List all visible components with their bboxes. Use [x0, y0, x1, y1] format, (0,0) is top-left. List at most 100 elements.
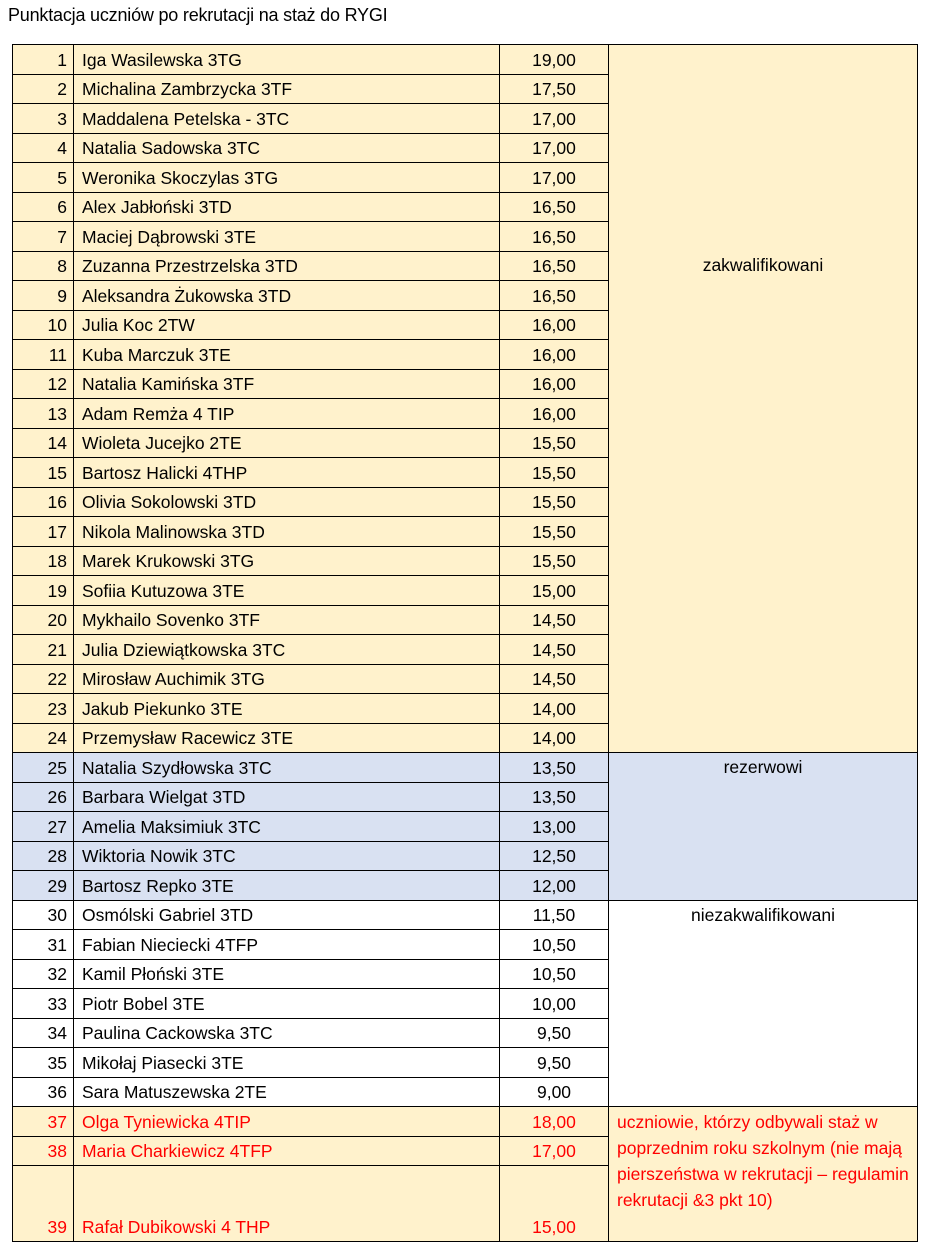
table-row: 13 Adam Remża 4 TIP 16,00 [12, 398, 918, 429]
row-number: 32 [12, 958, 74, 989]
student-name: Olga Tyniewicka 4TIP [73, 1106, 500, 1137]
student-name: Sofiia Kutuzowa 3TE [73, 575, 500, 606]
table-row: 10 Julia Koc 2TW 16,00 [12, 309, 918, 340]
student-score: 14,50 [499, 634, 609, 665]
student-score: 17,00 [499, 162, 609, 193]
table-row: 29 Bartosz Repko 3TE 12,00 [12, 870, 918, 901]
student-score: 12,00 [499, 870, 609, 901]
student-name: Wioleta Jucejko 2TE [73, 427, 500, 458]
student-score: 14,00 [499, 693, 609, 724]
student-name: Julia Dziewiątkowska 3TC [73, 634, 500, 665]
student-name: Weronika Skoczylas 3TG [73, 162, 500, 193]
student-name: Natalia Sadowska 3TC [73, 132, 500, 163]
group-status-label: uczniowie, którzy odbywali staż w poprze… [608, 1106, 918, 1242]
student-name: Olivia Sokolowski 3TD [73, 486, 500, 517]
table-row: 27 Amelia Maksimiuk 3TC 13,00 [12, 811, 918, 842]
student-name: Natalia Kamińska 3TF [73, 368, 500, 399]
row-number: 9 [12, 280, 74, 311]
table-row: 35 Mikołaj Piasecki 3TE 9,50 [12, 1047, 918, 1078]
ranking-table: 1 Iga Wasilewska 3TG 19,00 zakwalifikowani 2… [12, 44, 918, 1242]
table-row: 5 Weronika Skoczylas 3TG 17,00 [12, 162, 918, 193]
student-score: 16,50 [499, 280, 609, 311]
table-row: 19 Sofiia Kutuzowa 3TE 15,00 [12, 575, 918, 606]
student-name: Bartosz Repko 3TE [73, 870, 500, 901]
student-score: 17,00 [499, 132, 609, 163]
row-number: 36 [12, 1076, 74, 1107]
table-row: 17 Nikola Malinowska 3TD 15,50 [12, 516, 918, 547]
student-score: 16,50 [499, 250, 609, 281]
student-name: Marek Krukowski 3TG [73, 545, 500, 576]
student-score: 16,50 [499, 221, 609, 252]
table-row: 38 Maria Charkiewicz 4TFP 17,00 [12, 1135, 918, 1166]
row-number: 18 [12, 545, 74, 576]
table-row: 39 Rafał Dubikowski 4 THP 15,00 [12, 1165, 918, 1242]
student-name: Alex Jabłoński 3TD [73, 191, 500, 222]
student-score: 15,50 [499, 486, 609, 517]
row-number: 21 [12, 634, 74, 665]
group-status-label: zakwalifikowani [608, 44, 918, 753]
table-row: 25 Natalia Szydłowska 3TC 13,50 rezerwowi [12, 752, 918, 901]
row-number: 15 [12, 457, 74, 488]
table-row: 34 Paulina Cackowska 3TC 9,50 [12, 1017, 918, 1048]
student-score: 13,50 [499, 781, 609, 812]
row-number: 5 [12, 162, 74, 193]
student-score: 17,00 [499, 103, 609, 134]
table-row: 24 Przemysław Racewicz 3TE 14,00 [12, 722, 918, 753]
student-name: Paulina Cackowska 3TC [73, 1017, 500, 1048]
student-score: 12,50 [499, 840, 609, 871]
student-name: Natalia Szydłowska 3TC [73, 752, 500, 783]
student-score: 13,00 [499, 811, 609, 842]
table-row: 20 Mykhailo Sovenko 3TF 14,50 [12, 604, 918, 635]
row-number: 37 [12, 1106, 74, 1137]
student-name: Maria Charkiewicz 4TFP [73, 1135, 500, 1166]
student-name: Nikola Malinowska 3TD [73, 516, 500, 547]
student-name: Piotr Bobel 3TE [73, 988, 500, 1019]
row-number: 2 [12, 73, 74, 104]
student-name: Wiktoria Nowik 3TC [73, 840, 500, 871]
row-number: 16 [12, 486, 74, 517]
student-name: Iga Wasilewska 3TG [73, 44, 500, 75]
row-number: 6 [12, 191, 74, 222]
row-number: 31 [12, 929, 74, 960]
row-number: 19 [12, 575, 74, 606]
student-name: Zuzanna Przestrzelska 3TD [73, 250, 500, 281]
student-score: 15,00 [499, 575, 609, 606]
row-number: 1 [12, 44, 74, 75]
student-name: Jakub Piekunko 3TE [73, 693, 500, 724]
student-name: Kamil Płoński 3TE [73, 958, 500, 989]
student-name: Amelia Maksimiuk 3TC [73, 811, 500, 842]
row-number: 34 [12, 1017, 74, 1048]
student-score: 10,00 [499, 988, 609, 1019]
student-score: 9,00 [499, 1076, 609, 1107]
table-row: 28 Wiktoria Nowik 3TC 12,50 [12, 840, 918, 871]
row-number: 38 [12, 1135, 74, 1166]
row-number: 33 [12, 988, 74, 1019]
row-number: 39 [12, 1165, 74, 1242]
student-score: 14,50 [499, 663, 609, 694]
student-name: Maciej Dąbrowski 3TE [73, 221, 500, 252]
table-row: 11 Kuba Marczuk 3TE 16,00 [12, 339, 918, 370]
table-row: 9 Aleksandra Żukowska 3TD 16,50 [12, 280, 918, 311]
table-row: 2 Michalina Zambrzycka 3TF 17,50 [12, 73, 918, 104]
student-name: Adam Remża 4 TIP [73, 398, 500, 429]
row-number: 20 [12, 604, 74, 635]
student-score: 10,50 [499, 929, 609, 960]
table-row: 12 Natalia Kamińska 3TF 16,00 [12, 368, 918, 399]
student-score: 9,50 [499, 1047, 609, 1078]
student-name: Przemysław Racewicz 3TE [73, 722, 500, 753]
student-name: Maddalena Petelska - 3TC [73, 103, 500, 134]
table-row: 23 Jakub Piekunko 3TE 14,00 [12, 693, 918, 724]
table-row: 1 Iga Wasilewska 3TG 19,00 zakwalifikowani [12, 44, 918, 753]
student-name: Michalina Zambrzycka 3TF [73, 73, 500, 104]
student-name: Bartosz Halicki 4THP [73, 457, 500, 488]
table-row: 18 Marek Krukowski 3TG 15,50 [12, 545, 918, 576]
student-name: Aleksandra Żukowska 3TD [73, 280, 500, 311]
student-name: Kuba Marczuk 3TE [73, 339, 500, 370]
student-score: 10,50 [499, 958, 609, 989]
row-number: 35 [12, 1047, 74, 1078]
row-number: 8 [12, 250, 74, 281]
row-number: 11 [12, 339, 74, 370]
table-row: 16 Olivia Sokolowski 3TD 15,50 [12, 486, 918, 517]
row-number: 24 [12, 722, 74, 753]
table-row: 8 Zuzanna Przestrzelska 3TD 16,50 [12, 250, 918, 281]
